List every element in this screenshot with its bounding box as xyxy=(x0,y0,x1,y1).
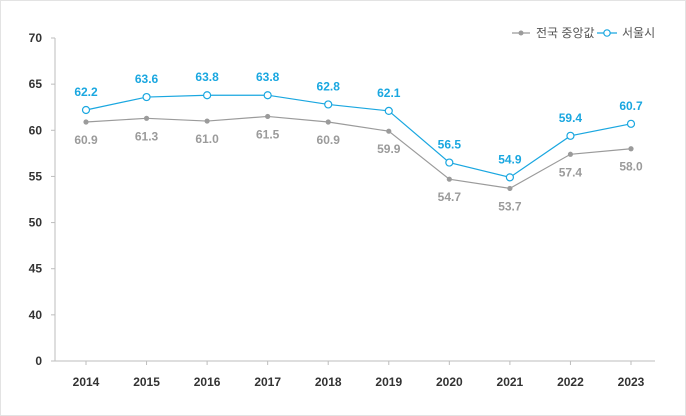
value-label-national-2021: 53.7 xyxy=(498,199,522,213)
marker-national-2019 xyxy=(386,128,392,134)
marker-seoul-2018 xyxy=(324,100,333,109)
value-label-national-2015: 61.3 xyxy=(135,129,159,143)
legend-item-national: 전국 중앙값 xyxy=(512,26,595,40)
y-tick-label-70: 70 xyxy=(29,31,43,45)
x-tick-label-2017: 2017 xyxy=(254,375,281,389)
value-label-national-2022: 57.4 xyxy=(559,165,583,179)
value-label-seoul-2019: 62.1 xyxy=(377,86,401,100)
y-tick-label-50: 50 xyxy=(29,216,43,230)
marker-national-2021 xyxy=(507,185,513,192)
y-tick-label-60: 60 xyxy=(29,123,43,137)
legend-label-national: 전국 중앙값 xyxy=(536,26,595,40)
y-tick-label-55: 55 xyxy=(29,169,43,183)
marker-national-2018 xyxy=(325,119,331,125)
marker-seoul-2017 xyxy=(263,91,272,100)
marker-national-2022 xyxy=(567,151,574,157)
y-tick-label-0: 0 xyxy=(35,354,42,368)
legend-marker-national xyxy=(518,30,524,36)
series-layer: 60.9 61.3 61.0 61.5 60.9 59.9 54.7 53.7 57.4 58.0… xyxy=(74,70,643,213)
x-tick-label-2018: 2018 xyxy=(315,375,342,389)
legend-item-seoul: 서울시 xyxy=(597,26,655,40)
legend-label-seoul: 서울시 xyxy=(622,26,655,40)
value-label-seoul-2021: 54.9 xyxy=(498,152,522,166)
marker-seoul-2016 xyxy=(203,91,212,100)
marker-seoul-2014 xyxy=(81,105,91,115)
x-tick-label-2015: 2015 xyxy=(133,375,160,389)
value-label-seoul-2014: 62.2 xyxy=(74,85,98,99)
value-label-national-2019: 59.9 xyxy=(377,142,401,156)
x-tick-label-2016: 2016 xyxy=(194,375,221,389)
y-tick-label-40: 40 xyxy=(29,308,43,322)
value-label-seoul-2015: 63.6 xyxy=(135,72,159,86)
marker-national-2016 xyxy=(204,118,210,124)
value-label-seoul-2022: 59.4 xyxy=(559,111,583,125)
marker-national-2015 xyxy=(143,115,150,121)
marker-seoul-2023 xyxy=(626,119,636,128)
x-tick-label-2020: 2020 xyxy=(436,375,463,389)
value-label-national-2017: 61.5 xyxy=(256,127,280,141)
value-label-national-2014: 60.9 xyxy=(74,133,98,147)
marker-national-2017 xyxy=(265,113,271,120)
marker-national-2020 xyxy=(446,176,452,182)
value-label-seoul-2017: 63.8 xyxy=(256,70,280,84)
legend-marker-seoul xyxy=(603,29,611,37)
value-label-national-2016: 61.0 xyxy=(195,132,219,146)
value-label-seoul-2016: 63.8 xyxy=(195,70,219,84)
y-tick-label-45: 45 xyxy=(29,262,43,276)
marker-seoul-2015 xyxy=(142,92,151,102)
marker-seoul-2021 xyxy=(505,173,514,182)
value-label-national-2018: 60.9 xyxy=(317,133,341,147)
marker-seoul-2020 xyxy=(445,158,454,167)
legend: 전국 중앙값 서울시 xyxy=(512,26,655,40)
x-tick-label-2014: 2014 xyxy=(73,375,100,389)
x-tick-label-2019: 2019 xyxy=(375,375,402,389)
value-label-national-2023: 58.0 xyxy=(619,160,643,174)
value-label-seoul-2023: 60.7 xyxy=(619,99,643,113)
marker-national-2023 xyxy=(628,146,634,152)
line-seoul xyxy=(85,94,632,178)
value-label-seoul-2020: 56.5 xyxy=(438,138,462,152)
value-label-national-2020: 54.7 xyxy=(438,190,462,204)
marker-national-2014 xyxy=(83,119,89,125)
x-tick-label-2021: 2021 xyxy=(497,375,524,389)
y-tick-label-65: 65 xyxy=(29,77,43,91)
value-label-seoul-2018: 62.8 xyxy=(317,79,341,93)
x-tick-label-2022: 2022 xyxy=(557,375,584,389)
axes: 0 40 45 50 55 60 65 70 2014 2015 2016 2017 2018 2019 2… xyxy=(29,31,655,389)
x-tick-label-2023: 2023 xyxy=(618,375,645,389)
marker-seoul-2019 xyxy=(384,106,393,116)
marker-seoul-2022 xyxy=(566,131,575,140)
line-national xyxy=(85,115,632,190)
